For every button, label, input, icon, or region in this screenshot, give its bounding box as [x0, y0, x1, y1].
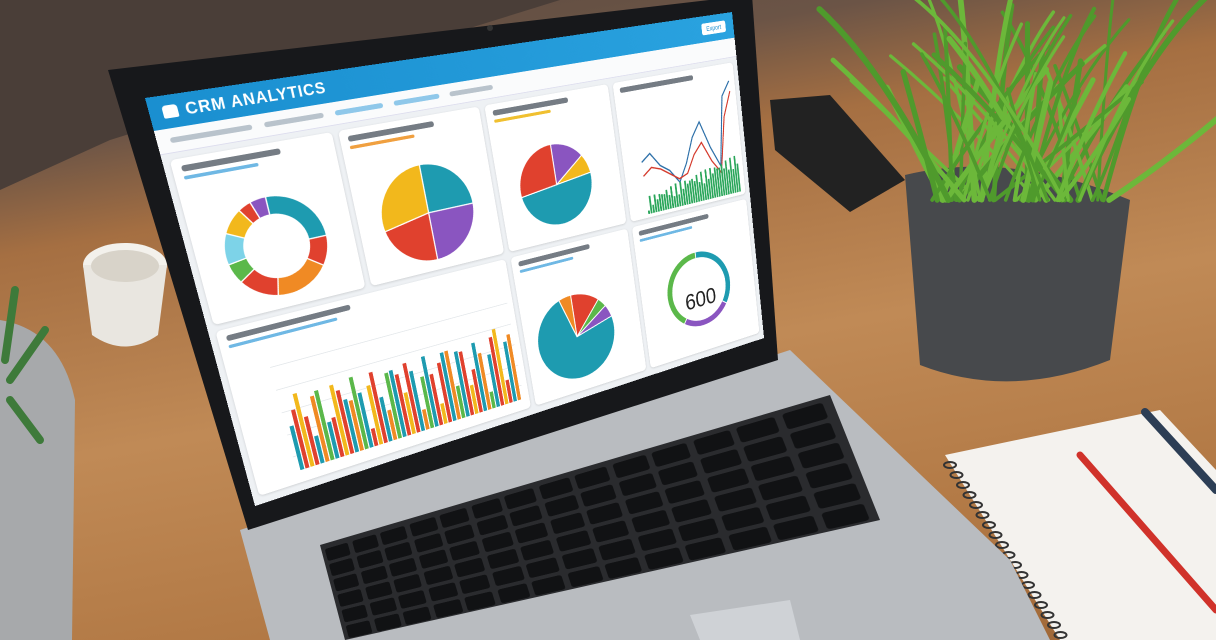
line-chart-card [613, 62, 746, 222]
volume-bar [652, 205, 655, 213]
tab-1[interactable] [264, 113, 324, 128]
donut-card [170, 132, 366, 325]
filter-dropdown[interactable] [170, 124, 253, 143]
tab-3[interactable] [393, 94, 439, 106]
logo-icon [161, 104, 179, 119]
keyboard-key[interactable] [369, 597, 397, 616]
keyboard-key[interactable] [398, 590, 427, 609]
cup-inside [91, 250, 159, 282]
tab-2[interactable] [335, 103, 384, 116]
left-pot [0, 320, 75, 640]
webcam [487, 25, 493, 31]
keyboard-key[interactable] [337, 589, 364, 607]
keyboard-key[interactable] [428, 582, 458, 602]
pie-chart-2 [489, 110, 626, 252]
pie-card-1 [338, 106, 504, 286]
gauge-card: 600 [632, 199, 759, 368]
header-button[interactable]: Export [701, 20, 726, 35]
pie-card-2 [484, 84, 626, 252]
keyboard-key[interactable] [341, 604, 368, 622]
line-chart [615, 80, 746, 222]
tab-4[interactable] [449, 85, 493, 97]
volume-bar [674, 196, 677, 208]
pie-chart-3 [515, 256, 646, 406]
pie-chart-1 [344, 134, 504, 286]
pie-card-3 [511, 229, 647, 406]
volume-bar [648, 210, 650, 214]
